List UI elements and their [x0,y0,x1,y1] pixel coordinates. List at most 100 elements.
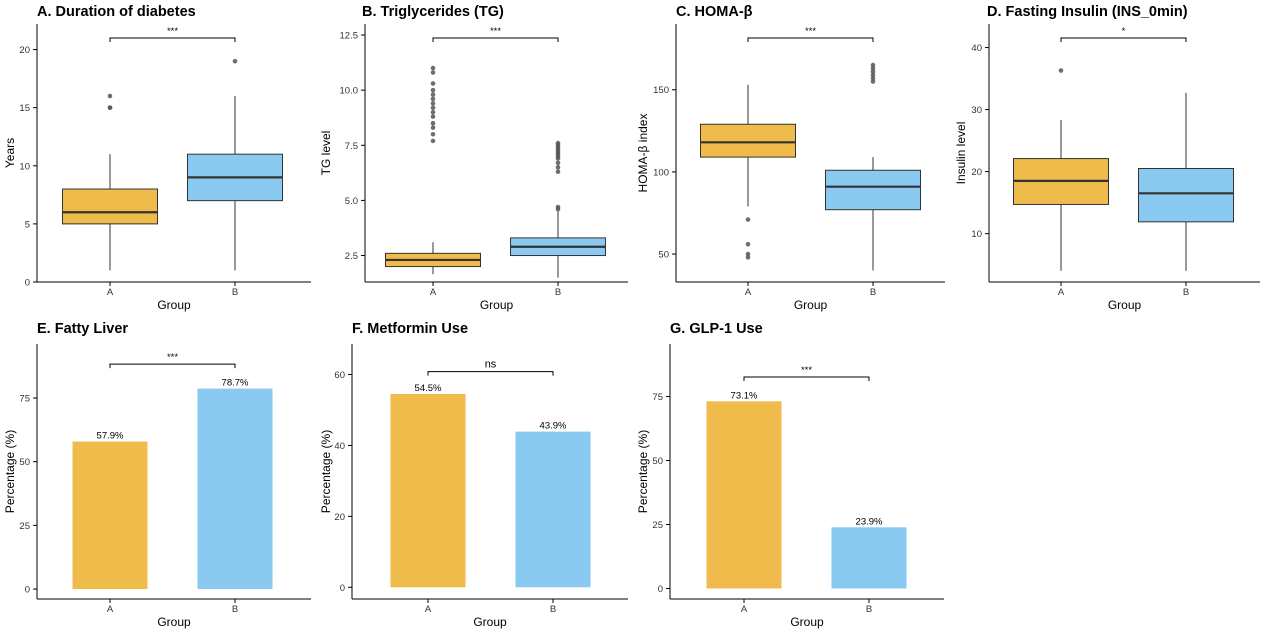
outlier-point [430,131,436,137]
outlier-point [555,169,561,175]
y-tick-label: 20 [334,512,345,523]
x-axis-label: Group [157,615,191,629]
significance-label: *** [167,352,178,363]
outlier-point [232,58,238,64]
y-tick-label: 0 [658,584,663,595]
outlier-point [430,101,436,106]
y-axis-label: TG level [319,131,333,176]
significance-bracket [109,37,236,42]
significance-label: ns [485,359,497,371]
panel-title: G. GLP-1 Use [670,321,763,337]
outlier-point [430,87,436,93]
panel-title: B. Triglycerides (TG) [362,4,504,20]
significance-label: * [1122,26,1126,37]
outlier-point [745,217,751,222]
outlier-point [870,62,876,68]
outlier-point [107,105,113,110]
outlier-point [430,125,436,130]
y-tick-label: 50 [652,456,663,467]
panel-title: F. Metformin Use [352,321,468,337]
y-tick-label: 40 [971,43,982,54]
y-tick-label: 0 [25,278,30,289]
panelE: E. Fatty Liver 0 25 50 75 A B Group Percentage (… [3,321,311,629]
bar-B [197,388,273,590]
y-axis-label: Insulin level [954,122,968,185]
significance-label: *** [805,26,816,37]
y-tick-label: 150 [653,85,669,96]
outlier-point [430,65,436,71]
y-tick-label: 30 [971,105,982,116]
panelB: B. Triglycerides (TG) 2.5 5.0 7.5 10.0 12.5 A B… [319,4,628,312]
outlier-point [430,92,436,97]
bar-B [831,527,907,589]
significance-label: *** [490,26,501,37]
significance-bracket [432,37,559,42]
y-axis-label: Percentage (%) [636,430,650,513]
data-label: 43.9% [540,421,567,432]
x-tick-label: B [555,287,561,298]
box-B [825,169,921,211]
significance-bracket [427,371,554,376]
x-tick-label: A [741,604,748,615]
panelF: F. Metformin Use 0 20 40 60 A B Group Percentage… [319,321,628,629]
significance-label: *** [801,365,812,376]
y-tick-label: 7.5 [345,141,358,152]
x-tick-label: A [107,604,114,615]
x-axis-label: Group [1108,298,1142,312]
box-A [700,123,796,158]
x-tick-label: B [1183,287,1189,298]
panel-title: D. Fasting Insulin (INS_0min) [987,4,1188,20]
panelD: D. Fasting Insulin (INS_0min) 10 20 30 40 A B G… [954,4,1260,312]
significance-bracket [1060,37,1187,42]
x-tick-label: A [1058,287,1065,298]
x-axis-label: Group [790,615,824,629]
x-axis-label: Group [473,615,507,629]
x-tick-label: B [232,604,238,615]
outlier-point [1058,68,1064,73]
y-tick-label: 50 [19,457,30,468]
panelG: G. GLP-1 Use 0 25 50 75 A B Group Percentage (%)… [636,321,944,629]
outlier-point [555,165,561,170]
x-tick-label: A [430,287,437,298]
y-tick-label: 25 [652,520,663,531]
outlier-point [430,105,436,111]
y-tick-label: 10 [971,229,982,240]
panel-title: E. Fatty Liver [37,321,128,337]
outlier-point [430,120,436,126]
x-axis-label: Group [480,298,514,312]
panel-title: C. HOMA-β [676,4,753,20]
y-tick-label: 75 [19,394,30,405]
y-tick-label: 20 [19,45,30,56]
x-tick-label: A [425,604,432,615]
y-axis-label: Percentage (%) [319,430,333,513]
outlier-point [430,114,436,119]
x-tick-label: B [232,287,238,298]
outlier-point [555,204,561,210]
outlier-point [870,69,876,74]
y-tick-label: 0 [340,583,345,594]
data-label: 73.1% [731,390,758,401]
y-tick-label: 60 [334,370,345,381]
y-tick-label: 100 [653,167,669,178]
bar-A [390,394,466,588]
y-tick-label: 40 [334,441,345,452]
y-tick-label: 75 [652,392,663,403]
outlier-point [430,138,436,144]
outlier-point [430,96,436,102]
outlier-point [745,241,751,247]
significance-bracket [109,363,236,369]
data-label: 57.9% [97,431,124,442]
y-axis-label: Percentage (%) [3,430,17,513]
bar-A [706,401,782,589]
y-tick-label: 5 [25,219,30,230]
y-axis-label: HOMA-β index [636,114,650,193]
y-tick-label: 15 [19,103,30,114]
box-B [1138,168,1234,223]
outlier-point [870,72,876,78]
data-label: 23.9% [856,516,883,527]
x-axis-label: Group [794,298,828,312]
outlier-point [430,81,436,86]
outlier-point [870,75,876,81]
outlier-point [555,160,561,166]
